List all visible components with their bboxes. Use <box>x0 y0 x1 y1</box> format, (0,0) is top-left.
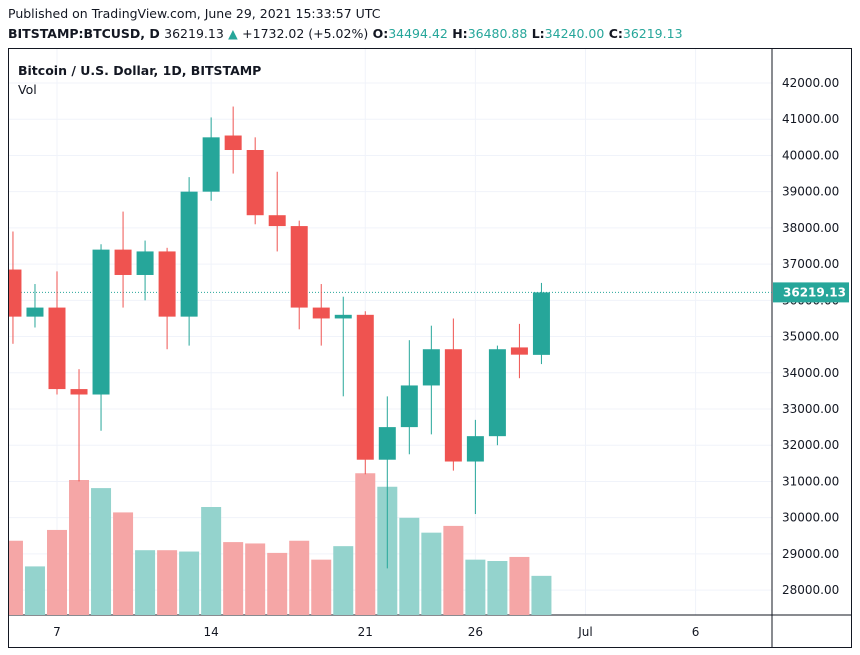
series-title: Bitcoin / U.S. Dollar, 1D, BITSTAMP <box>18 63 262 78</box>
volume-bar <box>47 529 67 615</box>
up-arrow-icon: ▲ <box>228 26 238 41</box>
open-label: O: <box>372 26 389 41</box>
candle-body <box>356 314 374 460</box>
candle-body <box>400 385 418 428</box>
chart-frame <box>8 48 852 648</box>
candle-body <box>114 249 132 275</box>
volume-bar <box>69 480 90 615</box>
volume-bar <box>465 559 486 615</box>
candle-body <box>378 427 396 460</box>
volume-bar <box>135 550 156 615</box>
candle-body <box>444 349 462 462</box>
y-tick-label: 31000.00 <box>782 474 839 488</box>
y-tick-label: 42000.00 <box>782 76 839 90</box>
candle-body <box>224 135 242 151</box>
y-tick-label: 32000.00 <box>782 438 839 452</box>
candle-body <box>466 436 484 462</box>
low-label: L: <box>531 26 545 41</box>
candle-body <box>510 347 528 355</box>
volume-bar <box>179 551 200 615</box>
candle-body <box>70 389 88 395</box>
candle-body <box>312 307 330 319</box>
last-price: 36219.13 <box>164 26 224 41</box>
x-tick-label: 7 <box>53 625 61 639</box>
candle-body <box>532 292 550 355</box>
x-tick-label: 26 <box>468 625 483 639</box>
volume-bar <box>487 561 508 615</box>
y-tick-label: 33000.00 <box>782 402 839 416</box>
y-tick-label: 41000.00 <box>782 112 839 126</box>
candle-body <box>422 349 440 386</box>
volume-bar <box>443 525 464 615</box>
y-tick-label: 28000.00 <box>782 583 839 597</box>
high-value: 36480.88 <box>467 26 528 41</box>
last-price-tag-label: 36219.13 <box>783 285 846 299</box>
published-caption: Published on TradingView.com, June 29, 2… <box>8 6 381 21</box>
volume-bar <box>113 512 134 615</box>
y-tick-label: 37000.00 <box>782 257 839 271</box>
candle-body <box>268 215 286 227</box>
open-value: 34494.42 <box>388 26 448 41</box>
series-group <box>9 106 772 615</box>
close-label: C: <box>608 26 623 41</box>
volume-bar <box>157 550 178 615</box>
volume-bar <box>531 575 552 615</box>
y-tick-label: 38000.00 <box>782 221 839 235</box>
volume-bar <box>311 559 332 615</box>
volume-bar <box>91 488 112 615</box>
candle-body <box>180 191 198 317</box>
candle-body <box>9 269 22 317</box>
volume-bar <box>289 540 310 615</box>
volume-bar <box>201 507 222 615</box>
y-tick-label: 34000.00 <box>782 366 839 380</box>
candle-body <box>488 349 506 437</box>
volume-bar <box>333 546 354 615</box>
x-tick-label: Jul <box>577 625 592 639</box>
volume-bar <box>223 542 244 615</box>
volume-bar <box>421 532 442 615</box>
candle-body <box>48 307 66 390</box>
candle-body <box>246 150 264 216</box>
y-tick-label: 30000.00 <box>782 511 839 525</box>
candle-body <box>290 226 308 308</box>
candle-body <box>92 249 110 395</box>
symbol-label: BITSTAMP:BTCUSD, D <box>8 26 160 41</box>
candle-body <box>202 137 220 192</box>
volume-bar <box>399 517 420 615</box>
candle-body <box>26 307 44 317</box>
price-change: +1732.02 (+5.02%) <box>242 26 369 41</box>
candle-body <box>136 251 154 275</box>
volume-bar <box>24 566 45 615</box>
high-label: H: <box>452 26 468 41</box>
x-tick-label: 14 <box>203 625 218 639</box>
candle-body <box>158 251 176 317</box>
volume-bar <box>245 543 266 615</box>
candle-body <box>334 314 352 319</box>
volume-bar <box>9 540 23 615</box>
x-tick-label: 21 <box>358 625 373 639</box>
last-price-tag <box>773 282 849 303</box>
x-tick-label: 6 <box>692 625 700 639</box>
quote-line: BITSTAMP:BTCUSD, D 36219.13 ▲ +1732.02 (… <box>8 26 683 41</box>
y-tick-label: 29000.00 <box>782 547 839 561</box>
close-value: 36219.13 <box>622 26 683 41</box>
y-tick-label: 35000.00 <box>782 330 839 344</box>
low-value: 34240.00 <box>544 26 605 41</box>
volume-bar <box>509 556 530 615</box>
volume-bar <box>267 552 288 615</box>
volume-legend: Vol <box>18 82 37 97</box>
volume-bar <box>355 473 376 615</box>
y-tick-label: 40000.00 <box>782 148 839 162</box>
y-tick-label: 39000.00 <box>782 185 839 199</box>
